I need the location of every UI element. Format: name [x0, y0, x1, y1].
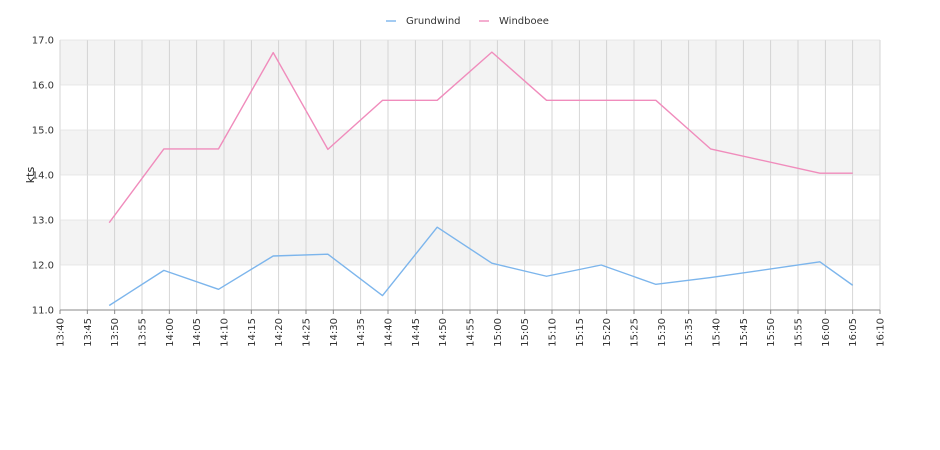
x-tick-label: 15:20 [602, 318, 613, 347]
x-tick-label: 15:25 [630, 318, 641, 347]
y-tick-label: 17.0 [32, 36, 54, 47]
legend: Grundwind Windboee [386, 16, 549, 27]
series-line-grundwind [108, 226, 854, 307]
y-axis-ticks: 11.0 12.0 13.0 14.0 15.0 16.0 17.0 [32, 36, 54, 317]
x-tick-label: 14:40 [384, 318, 395, 347]
x-tick-label: 15:00 [493, 318, 504, 347]
x-tick-label: 16:00 [821, 318, 832, 347]
series-line-windboee [108, 51, 853, 224]
y-tick-label: 16.0 [32, 81, 54, 92]
x-tick-label: 15:10 [548, 318, 559, 347]
x-tick-label: 14:20 [274, 318, 285, 347]
y-axis-title: kts [24, 167, 37, 184]
legend-label: Windboee [499, 16, 549, 27]
x-axis-ticks: 13:40 13:45 13:50 13:55 14:00 14:05 14:10 14:15… [56, 309, 887, 347]
y-tick-label: 13.0 [32, 216, 54, 227]
y-tick-label: 12.0 [32, 261, 54, 272]
x-tick-label: 13:45 [83, 318, 94, 347]
x-tick-label: 14:35 [356, 318, 367, 347]
x-tick-label: 16:05 [848, 318, 859, 347]
x-tick-label: 15:55 [794, 318, 805, 347]
x-tick-label: 14:50 [438, 318, 449, 347]
y-tick-label: 11.0 [32, 306, 54, 317]
legend-label: Grundwind [406, 16, 461, 27]
x-tick-label: 14:30 [329, 318, 340, 347]
y-tick-label: 15.0 [32, 126, 54, 137]
x-tick-label: 14:25 [302, 318, 313, 347]
x-tick-label: 14:10 [220, 318, 231, 347]
x-tick-label: 13:55 [138, 318, 149, 347]
x-tick-label: 15:50 [766, 318, 777, 347]
y-tick-label: 14.0 [32, 171, 54, 182]
x-tick-label: 14:05 [192, 318, 203, 347]
x-tick-label: 15:05 [520, 318, 531, 347]
x-tick-label: 13:40 [56, 318, 67, 347]
x-tick-label: 15:30 [657, 318, 668, 347]
x-tick-label: 16:10 [876, 318, 887, 347]
x-tick-label: 15:45 [739, 318, 750, 347]
x-tick-label: 14:00 [165, 318, 176, 347]
x-tick-label: 15:35 [684, 318, 695, 347]
x-tick-label: 13:50 [110, 318, 121, 347]
x-tick-label: 15:40 [712, 318, 723, 347]
series-layer [108, 51, 854, 307]
x-tick-label: 14:45 [411, 318, 422, 347]
x-tick-label: 15:15 [575, 318, 586, 347]
x-tick-label: 14:15 [247, 318, 258, 347]
x-tick-label: 14:55 [466, 318, 477, 347]
